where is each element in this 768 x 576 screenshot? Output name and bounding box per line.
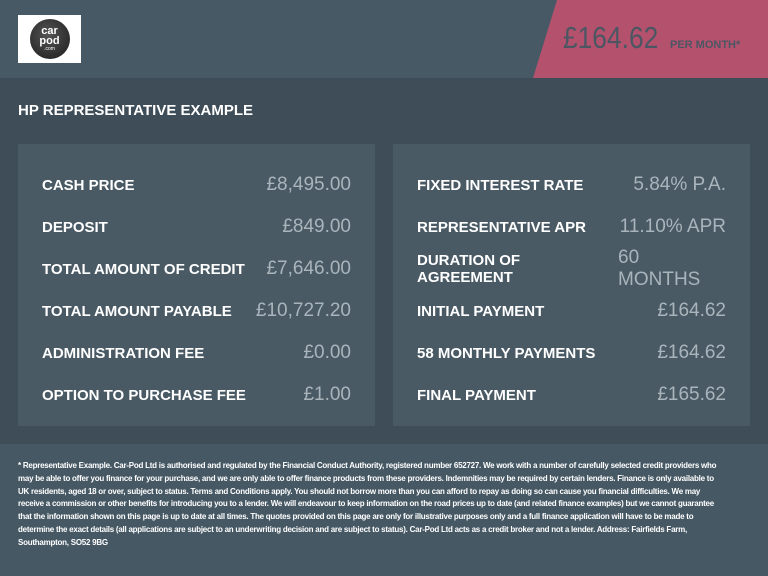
finance-row: TOTAL AMOUNT PAYABLE £10,727.20	[42, 290, 351, 332]
left-panel: CASH PRICE £8,495.00 DEPOSIT £849.00 TOTAL A…	[18, 144, 375, 426]
row-value: £165.62	[657, 384, 726, 405]
row-value: £849.00	[282, 216, 351, 237]
finance-row: FINAL PAYMENT £165.62	[417, 374, 726, 416]
finance-row: DEPOSIT £849.00	[42, 206, 351, 248]
right-panel: FIXED INTEREST RATE 5.84% P.A. REPRESENTAT…	[393, 144, 750, 426]
row-label: REPRESENTATIVE APR	[417, 218, 586, 236]
row-label: DURATION OF AGREEMENT	[417, 252, 521, 286]
row-label: ADMINISTRATION FEE	[42, 344, 205, 362]
section-title: HP REPRESENTATIVE EXAMPLE	[18, 102, 254, 119]
logo-text: .com	[44, 46, 55, 52]
logo-text: car	[41, 25, 58, 37]
row-label: FIXED INTEREST RATE	[417, 176, 584, 194]
monthly-price-banner: £164.62 PER MONTH*	[533, 0, 768, 78]
row-value: £10,727.20	[255, 300, 351, 321]
finance-row: 58 MONTHLY PAYMENTS £164.62	[417, 332, 726, 374]
finance-row: FIXED INTEREST RATE 5.84% P.A.	[417, 164, 726, 206]
row-value: 60 MONTHS	[618, 247, 701, 290]
disclaimer-text: * Representative Example. Car-Pod Ltd is…	[18, 461, 717, 547]
row-label: TOTAL AMOUNT PAYABLE	[42, 302, 232, 320]
row-value: £164.62	[657, 300, 726, 321]
row-label: DEPOSIT	[42, 218, 108, 236]
logo-disc: car pod .com	[29, 19, 70, 59]
row-value: £164.62	[657, 342, 726, 363]
finance-row: INITIAL PAYMENT £164.62	[417, 290, 726, 332]
finance-row: ADMINISTRATION FEE £0.00	[42, 332, 351, 374]
row-label: 58 MONTHLY PAYMENTS	[417, 344, 596, 362]
logo-text: pod	[39, 35, 60, 47]
finance-row: REPRESENTATIVE APR 11.10% APR	[417, 206, 726, 248]
row-value: £0.00	[303, 342, 351, 363]
carpod-logo[interactable]: car pod .com	[18, 15, 81, 63]
row-label: CASH PRICE	[42, 176, 135, 194]
header: car pod .com £164.62 PER MONTH*	[0, 0, 768, 78]
finance-row: CASH PRICE £8,495.00	[42, 164, 351, 206]
finance-example-section: HP REPRESENTATIVE EXAMPLE CASH PRICE £8,4…	[0, 78, 768, 444]
per-month-label: PER MONTH*	[670, 39, 741, 51]
row-label: TOTAL AMOUNT OF CREDIT	[42, 260, 245, 278]
row-value: 5.84% P.A.	[633, 174, 726, 195]
row-value: £1.00	[303, 384, 351, 405]
finance-row: TOTAL AMOUNT OF CREDIT £7,646.00	[42, 248, 351, 290]
row-label: INITIAL PAYMENT	[417, 302, 545, 320]
row-value: £7,646.00	[266, 258, 351, 279]
row-label: OPTION TO PURCHASE FEE	[42, 386, 246, 404]
monthly-price: £164.62	[563, 20, 659, 55]
row-label: FINAL PAYMENT	[417, 386, 536, 404]
row-value: 11.10% APR	[619, 216, 726, 237]
finance-row: OPTION TO PURCHASE FEE £1.00	[42, 374, 351, 416]
finance-row: DURATION OF AGREEMENT 60 MONTHS	[417, 247, 726, 290]
row-value: £8,495.00	[266, 174, 351, 195]
